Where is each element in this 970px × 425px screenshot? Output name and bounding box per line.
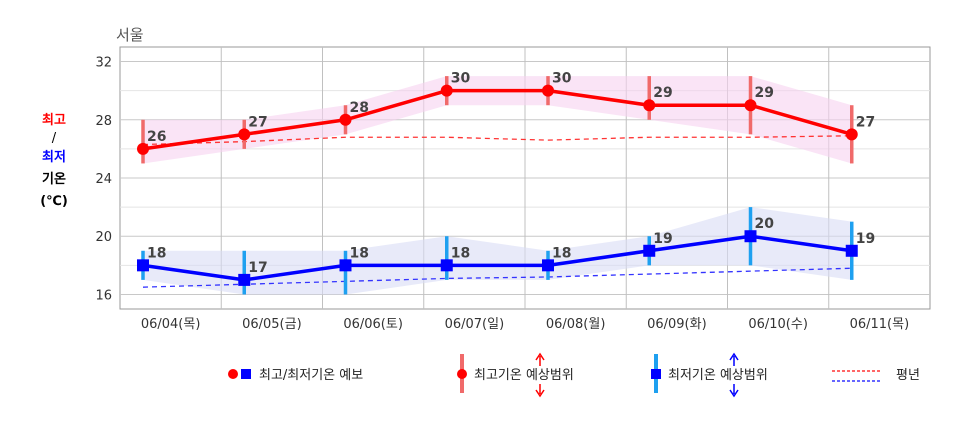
data-label: 28 — [350, 100, 369, 116]
arrow-down-icon — [535, 384, 545, 398]
data-label: 20 — [755, 216, 775, 232]
arrow-down-icon — [729, 384, 739, 398]
legend-label: 최고/최저기온 예보 — [259, 368, 363, 383]
data-label: 18 — [451, 245, 470, 261]
y-label-sep: / — [51, 131, 57, 146]
max-range-band — [143, 76, 852, 164]
y-tick-label: 32 — [95, 56, 112, 71]
x-tick-label: 06/09(화) — [647, 317, 707, 332]
min-range-band — [143, 207, 852, 295]
arrow-up-icon — [729, 352, 739, 366]
y-label-unit: (℃) — [40, 194, 68, 209]
data-label: 27 — [856, 114, 875, 130]
y-tick-label: 28 — [95, 114, 112, 129]
legend-square-icon — [241, 369, 251, 379]
normal-lines — [142, 135, 852, 288]
range-bands — [143, 76, 852, 295]
min-temp-point — [744, 230, 757, 243]
data-label: 27 — [248, 114, 267, 130]
data-label: 17 — [248, 260, 267, 276]
legend-circle-icon — [457, 369, 467, 379]
data-label: 26 — [147, 129, 166, 145]
data-label: 29 — [653, 85, 672, 101]
legend: 최고/최저기온 예보 최고기온 예상범위 최저기온 예상범위 평년 — [228, 352, 920, 398]
data-label: 29 — [755, 85, 774, 101]
max-temp-point — [137, 142, 149, 155]
y-axis-label: 최고 / 최저 기온 (℃) — [34, 111, 74, 213]
data-label: 19 — [856, 231, 875, 247]
max-temp-line — [142, 88, 853, 151]
y-tick-label: 16 — [95, 288, 112, 303]
x-tick-labels: 06/04(목) 06/05(금) 06/06(토) 06/07(일) 06/08(월)… — [141, 317, 909, 332]
chart-title: 서울 — [116, 26, 144, 44]
x-tick-label: 06/04(목) — [141, 317, 201, 332]
y-label-word: 기온 — [42, 172, 66, 187]
min-temp-point — [542, 259, 554, 272]
max-temp-point — [440, 84, 453, 97]
y-tick-label: 20 — [95, 230, 112, 245]
legend-label: 최고기온 예상범위 — [474, 368, 574, 383]
max-temp-point — [845, 128, 858, 141]
data-label: 18 — [552, 245, 571, 261]
max-temp-point — [238, 128, 251, 141]
x-tick-label: 06/11(목) — [850, 317, 910, 332]
legend-circle-icon — [228, 369, 238, 379]
legend-square-icon — [651, 369, 661, 379]
data-labels: 26 27 28 30 30 29 29 27 18 17 18 18 18 19 20 19 — [147, 71, 875, 276]
legend-label: 평년 — [896, 368, 920, 383]
min-temp-point — [339, 259, 352, 272]
x-tick-label: 06/05(금) — [242, 317, 302, 332]
y-tick-label: 24 — [95, 172, 112, 187]
x-tick-label: 06/10(수) — [748, 317, 808, 332]
data-label: 19 — [653, 231, 672, 247]
max-temp-point — [744, 99, 757, 112]
x-tick-label: 06/06(토) — [343, 317, 403, 332]
normal-min-line — [142, 267, 852, 288]
y-label-max: 최고 — [42, 113, 66, 128]
data-label: 18 — [147, 245, 166, 261]
y-tick-labels: 16 20 24 28 32 — [95, 56, 112, 304]
max-temp-point — [643, 99, 656, 112]
data-label: 30 — [552, 71, 572, 87]
series-markers — [137, 84, 858, 286]
x-tick-label: 06/08(월) — [546, 317, 606, 332]
x-tick-label: 06/07(일) — [445, 317, 505, 332]
min-temp-point — [137, 259, 149, 272]
min-temp-point — [440, 259, 453, 272]
min-temp-point — [238, 273, 251, 286]
min-temp-line — [142, 234, 852, 282]
normal-max-line — [142, 135, 852, 146]
max-temp-point — [339, 113, 352, 126]
data-label: 18 — [350, 245, 369, 261]
min-temp-point — [643, 244, 656, 257]
arrow-up-icon — [535, 352, 545, 366]
y-label-min: 최저 — [42, 150, 66, 165]
data-label: 30 — [451, 71, 471, 87]
series-lines — [142, 88, 853, 282]
legend-label: 최저기온 예상범위 — [668, 368, 768, 383]
min-temp-point — [845, 244, 858, 257]
max-temp-point — [542, 84, 554, 97]
